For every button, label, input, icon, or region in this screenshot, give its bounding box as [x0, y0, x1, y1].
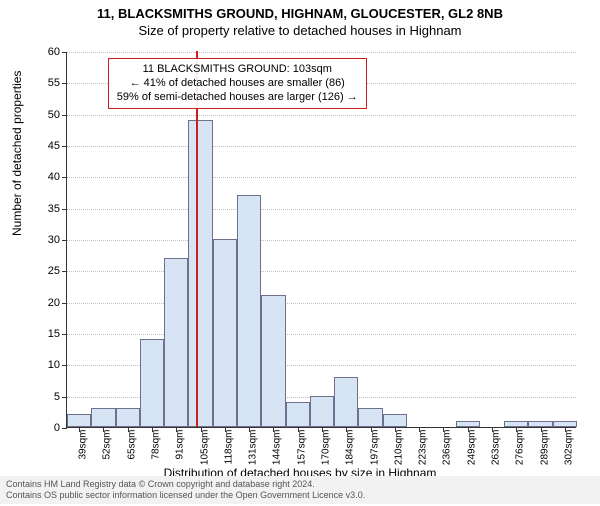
- gridline: [67, 52, 576, 53]
- y-tick: [62, 146, 67, 147]
- gridline: [67, 146, 576, 147]
- histogram-bar: [310, 396, 334, 427]
- y-axis-label: Number of detached properties: [10, 71, 24, 236]
- histogram-bar: [188, 120, 212, 427]
- x-tick-label: 118sqm: [223, 430, 234, 465]
- y-tick: [62, 271, 67, 272]
- gridline: [67, 271, 576, 272]
- x-tick-label: 105sqm: [199, 430, 210, 466]
- x-tick-label: 65sqm: [126, 430, 137, 460]
- gridline: [67, 334, 576, 335]
- y-tick-label: 5: [30, 391, 60, 403]
- x-tick-label: 184sqm: [345, 430, 356, 466]
- x-tick-label: 91sqm: [175, 430, 186, 460]
- y-tick: [62, 365, 67, 366]
- x-tick-label: 144sqm: [272, 430, 283, 466]
- gridline: [67, 209, 576, 210]
- chart-title-subtitle: Size of property relative to detached ho…: [0, 23, 600, 38]
- annotation-box: 11 BLACKSMITHS GROUND: 103sqm← 41% of de…: [108, 58, 367, 109]
- x-tick-label: 263sqm: [491, 430, 502, 466]
- histogram-bar: [261, 295, 285, 427]
- y-tick-label: 15: [30, 328, 60, 340]
- chart-title-address: 11, BLACKSMITHS GROUND, HIGHNAM, GLOUCES…: [0, 6, 600, 21]
- y-tick-label: 35: [30, 203, 60, 215]
- y-tick: [62, 115, 67, 116]
- annotation-line: ← 41% of detached houses are smaller (86…: [117, 77, 358, 91]
- y-tick-label: 20: [30, 297, 60, 309]
- y-tick: [62, 209, 67, 210]
- histogram-bar: [164, 258, 188, 427]
- x-tick-label: 131sqm: [248, 430, 259, 466]
- x-tick-label: 236sqm: [442, 430, 453, 466]
- gridline: [67, 177, 576, 178]
- y-tick: [62, 83, 67, 84]
- histogram-bar: [140, 339, 164, 427]
- y-tick-label: 55: [30, 77, 60, 89]
- x-tick-label: 170sqm: [321, 430, 332, 466]
- gridline: [67, 115, 576, 116]
- histogram-bar: [67, 414, 91, 427]
- y-tick: [62, 428, 67, 429]
- y-tick-label: 50: [30, 109, 60, 121]
- y-tick: [62, 177, 67, 178]
- histogram-bar: [286, 402, 310, 427]
- histogram-bar: [358, 408, 382, 427]
- x-tick-label: 39sqm: [78, 430, 89, 460]
- chart-plot-area: 05101520253035404550556039sqm52sqm65sqm7…: [66, 52, 576, 428]
- y-tick-label: 0: [30, 422, 60, 434]
- histogram-bar: [334, 377, 358, 427]
- y-tick: [62, 240, 67, 241]
- histogram-bar: [237, 195, 261, 427]
- histogram-bar: [91, 408, 115, 427]
- y-tick-label: 10: [30, 359, 60, 371]
- annotation-line: 11 BLACKSMITHS GROUND: 103sqm: [117, 63, 358, 77]
- histogram-bar: [213, 239, 237, 427]
- y-tick-label: 30: [30, 234, 60, 246]
- y-tick: [62, 334, 67, 335]
- footer-line2: Contains OS public sector information li…: [6, 490, 594, 501]
- y-tick: [62, 303, 67, 304]
- x-tick-label: 157sqm: [296, 430, 307, 466]
- gridline: [67, 303, 576, 304]
- y-tick-label: 25: [30, 265, 60, 277]
- x-tick-label: 289sqm: [539, 430, 550, 466]
- y-tick: [62, 52, 67, 53]
- x-tick-label: 276sqm: [515, 430, 526, 466]
- annotation-line: 59% of semi-detached houses are larger (…: [117, 91, 358, 105]
- histogram-bar: [383, 414, 407, 427]
- x-tick-label: 249sqm: [466, 430, 477, 466]
- y-tick-label: 40: [30, 171, 60, 183]
- gridline: [67, 240, 576, 241]
- y-tick: [62, 397, 67, 398]
- y-tick-label: 45: [30, 140, 60, 152]
- y-tick-label: 60: [30, 46, 60, 58]
- footer-line1: Contains HM Land Registry data © Crown c…: [6, 479, 594, 490]
- x-tick-label: 197sqm: [369, 430, 380, 466]
- x-tick-label: 302sqm: [563, 430, 574, 466]
- x-tick-label: 78sqm: [151, 430, 162, 460]
- x-tick-label: 210sqm: [393, 430, 404, 466]
- x-tick-label: 223sqm: [418, 430, 429, 466]
- histogram-bar: [116, 408, 140, 427]
- x-tick-label: 52sqm: [102, 430, 113, 460]
